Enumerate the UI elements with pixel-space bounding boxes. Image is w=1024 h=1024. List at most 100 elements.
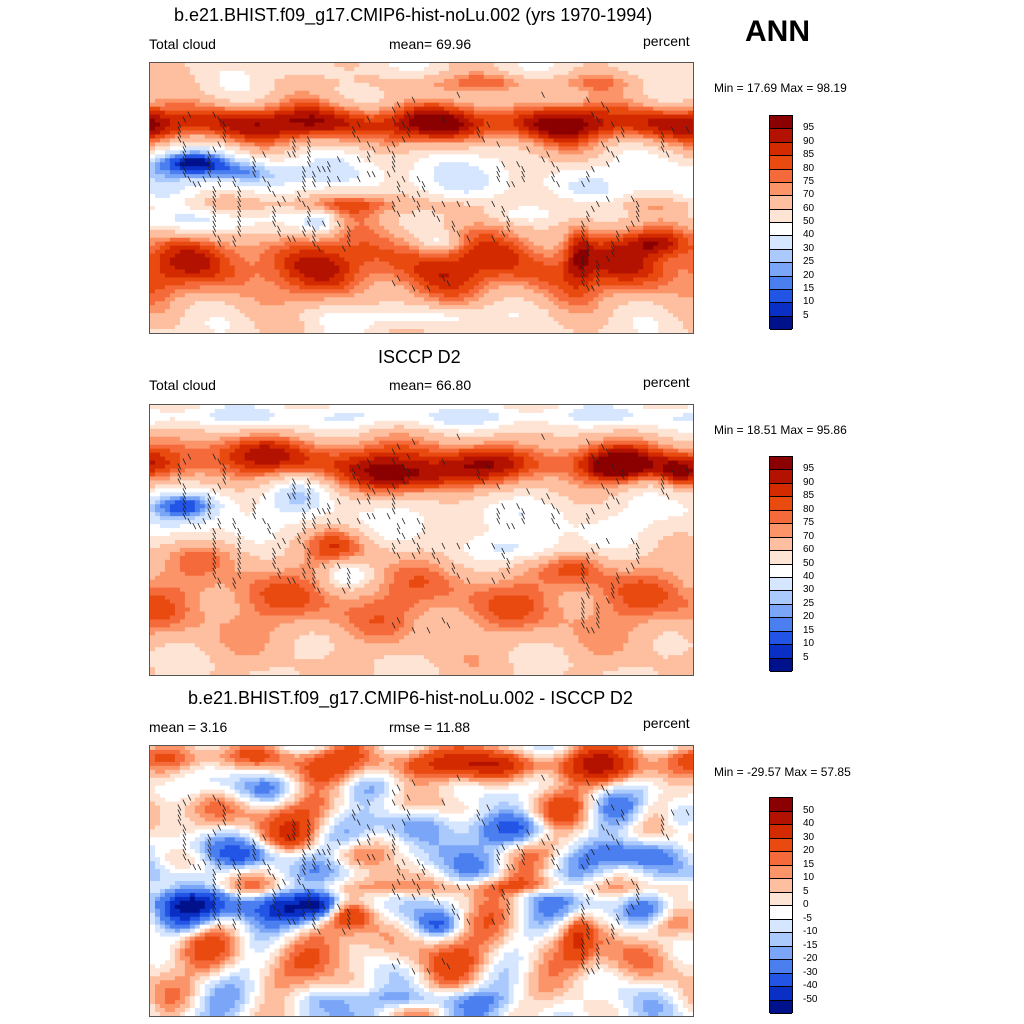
colorbar-tick-label: 10 <box>803 297 814 307</box>
colorbar-swatch <box>770 933 792 947</box>
colorbar-swatch <box>770 564 792 578</box>
colorbar-tick-label: 30 <box>803 243 814 254</box>
colorbar-tick-label: -15 <box>803 940 817 951</box>
colorbar-tick-label: 50 <box>803 558 814 569</box>
colorbar-swatch <box>770 551 792 565</box>
colorbar-swatch <box>770 276 792 290</box>
colorbar-swatch <box>770 483 792 498</box>
colorbar-tick-label: 60 <box>803 203 814 214</box>
colorbar-tick-label: 75 <box>803 176 814 187</box>
colorbar-swatch <box>770 658 792 672</box>
colorbar-tick-label: -30 <box>803 967 817 978</box>
colorbar-swatch <box>770 249 792 264</box>
colorbar-tick-label: 85 <box>803 491 814 501</box>
colorbar-tick-label: 5 <box>803 652 809 663</box>
colorbar-tick-label: -50 <box>803 994 817 1005</box>
colorbar-swatch <box>770 156 792 170</box>
panel-2-units-label: percent <box>643 375 690 389</box>
panel-2-minmax: Min = 18.51 Max = 95.86 <box>714 424 847 436</box>
panel-1-variable-label: Total cloud <box>149 37 216 51</box>
colorbar-tick-label: 15 <box>803 859 814 870</box>
colorbar-swatch <box>770 591 792 605</box>
colorbar-tick-label: 40 <box>803 571 814 582</box>
season-label: ANN <box>745 17 810 47</box>
colorbar-swatch <box>770 879 792 893</box>
colorbar-swatch <box>770 631 792 646</box>
colorbar-tick-label: 30 <box>803 832 814 843</box>
colorbar-swatch <box>770 510 792 525</box>
panel-3-colorbar <box>769 797 793 1014</box>
panel-1-minmax: Min = 17.69 Max = 98.19 <box>714 82 847 94</box>
colorbar-swatch <box>770 289 792 304</box>
colorbar-swatch <box>770 182 792 197</box>
colorbar-swatch <box>770 129 792 143</box>
colorbar-tick-label: 5 <box>803 310 809 321</box>
panel-1-map <box>149 62 694 334</box>
colorbar-tick-label: 40 <box>803 230 814 240</box>
colorbar-tick-label: 20 <box>803 612 814 622</box>
colorbar-swatch <box>770 303 792 317</box>
colorbar-tick-label: 15 <box>803 283 814 294</box>
colorbar-swatch <box>770 838 792 852</box>
colorbar-swatch <box>770 236 792 250</box>
colorbar-tick-label: 5 <box>803 886 809 897</box>
colorbar-swatch <box>770 577 792 592</box>
panel-2-colorbar <box>769 456 793 672</box>
colorbar-tick-label: 95 <box>803 123 814 133</box>
colorbar-swatch <box>770 604 792 619</box>
colorbar-swatch <box>770 223 792 237</box>
panel-3-title: b.e21.BHIST.f09_g17.CMIP6-hist-noLu.002 … <box>188 689 633 707</box>
colorbar-swatch <box>770 852 792 866</box>
colorbar-tick-label: 30 <box>803 585 814 595</box>
colorbar-swatch <box>770 892 792 906</box>
panel-2-title: ISCCP D2 <box>378 348 461 366</box>
colorbar-swatch <box>770 470 792 484</box>
colorbar-swatch <box>770 196 792 210</box>
panel-1-units-label: percent <box>643 34 690 48</box>
colorbar-tick-label: 20 <box>803 270 814 281</box>
colorbar-tick-label: 15 <box>803 625 814 636</box>
colorbar-tick-label: 90 <box>803 136 814 147</box>
colorbar-swatch <box>770 960 792 974</box>
colorbar-tick-label: 10 <box>803 639 814 649</box>
colorbar-tick-label: 80 <box>803 504 814 515</box>
colorbar-tick-label: 60 <box>803 545 814 555</box>
colorbar-swatch <box>770 618 792 632</box>
colorbar-tick-label: 85 <box>803 150 814 160</box>
colorbar-swatch <box>770 169 792 183</box>
colorbar-swatch <box>770 209 792 223</box>
colorbar-swatch <box>770 116 792 130</box>
colorbar-swatch <box>770 825 792 839</box>
colorbar-swatch <box>770 537 792 552</box>
colorbar-swatch <box>770 316 792 330</box>
colorbar-tick-label: 95 <box>803 464 814 474</box>
panel-3-minmax: Min = -29.57 Max = 57.85 <box>714 766 851 778</box>
colorbar-tick-label: 50 <box>803 217 814 227</box>
panel-3-rmse-label: rmse = 11.88 <box>389 720 470 734</box>
colorbar-swatch <box>770 457 792 471</box>
colorbar-tick-label: -5 <box>803 913 812 924</box>
panel-3-map <box>149 745 694 1017</box>
colorbar-swatch <box>770 524 792 538</box>
colorbar-tick-label: 70 <box>803 190 814 200</box>
colorbar-tick-label: 10 <box>803 873 814 883</box>
colorbar-tick-label: 90 <box>803 477 814 488</box>
colorbar-tick-label: 25 <box>803 598 814 609</box>
colorbar-tick-label: 70 <box>803 531 814 542</box>
colorbar-tick-label: -20 <box>803 954 817 964</box>
colorbar-tick-label: 40 <box>803 819 814 829</box>
colorbar-swatch <box>770 645 792 659</box>
colorbar-tick-label: 0 <box>803 900 809 910</box>
colorbar-swatch <box>770 946 792 960</box>
panel-2-mean-label: mean= 66.80 <box>389 378 471 392</box>
panel-3-units-label: percent <box>643 716 690 730</box>
colorbar-tick-label: -40 <box>803 981 817 991</box>
panel-2-variable-label: Total cloud <box>149 378 216 392</box>
colorbar-tick-label: 20 <box>803 846 814 856</box>
colorbar-swatch <box>770 1000 792 1014</box>
colorbar-swatch <box>770 865 792 879</box>
colorbar-tick-label: 80 <box>803 163 814 174</box>
colorbar-swatch <box>770 798 792 812</box>
colorbar-swatch <box>770 142 792 157</box>
colorbar-tick-label: 50 <box>803 805 814 816</box>
